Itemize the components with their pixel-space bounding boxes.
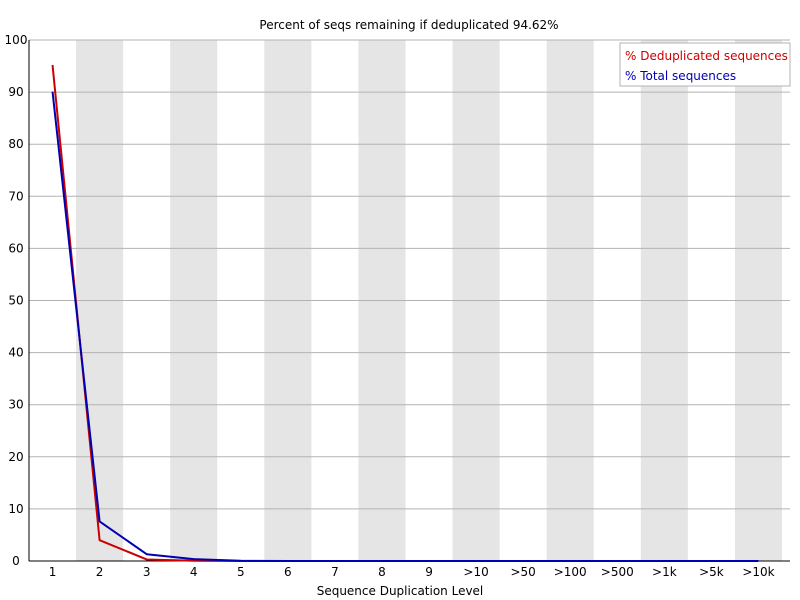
y-tick-label: 70 <box>8 189 23 203</box>
y-tick-label: 90 <box>8 85 23 99</box>
legend: % Deduplicated sequences % Total sequence… <box>619 42 791 87</box>
x-axis-label: Sequence Duplication Level <box>317 584 484 598</box>
series-lines <box>51 64 759 562</box>
y-tick-label: 50 <box>8 294 23 308</box>
x-tick-label: >1k <box>652 565 677 579</box>
series-line-1 <box>51 91 759 562</box>
x-tick-label: 1 <box>49 565 57 579</box>
legend-entry: % Deduplicated sequences <box>625 49 788 63</box>
x-tick-label: 6 <box>284 565 292 579</box>
x-tick-label: 4 <box>190 565 198 579</box>
y-tick-label: 20 <box>8 450 23 464</box>
x-tick-label: 9 <box>425 565 433 579</box>
y-tick-label: 40 <box>8 346 23 360</box>
x-tick-label: >100 <box>554 565 587 579</box>
x-tick-label: >5k <box>699 565 724 579</box>
x-tick-label: 2 <box>96 565 104 579</box>
y-tick-label: 0 <box>12 554 20 568</box>
legend-box <box>619 42 791 87</box>
x-tick-label: 7 <box>331 565 339 579</box>
y-axis-ticks: 0 10 20 30 40 50 60 70 80 90 100 <box>5 33 28 568</box>
y-tick-label: 80 <box>8 137 23 151</box>
x-tick-label: >50 <box>510 565 535 579</box>
legend-entry: % Total sequences <box>625 69 736 83</box>
y-tick-label: 10 <box>8 502 23 516</box>
x-axis-ticks: 1 2 3 4 5 6 7 8 9 >10 >50 >100 >500 >1k >5k >10k <box>49 565 775 579</box>
horizontal-gridlines <box>29 39 790 510</box>
chart-title: Percent of seqs remaining if deduplicate… <box>259 18 558 32</box>
x-tick-label: >10 <box>463 565 488 579</box>
y-tick-label: 60 <box>8 241 23 255</box>
x-tick-label: 5 <box>237 565 245 579</box>
x-tick-label: >10k <box>742 565 774 579</box>
x-tick-label: 3 <box>143 565 151 579</box>
y-tick-label: 30 <box>8 398 23 412</box>
y-tick-label: 100 <box>5 33 28 47</box>
x-tick-label: 8 <box>378 565 386 579</box>
x-tick-label: >500 <box>601 565 634 579</box>
